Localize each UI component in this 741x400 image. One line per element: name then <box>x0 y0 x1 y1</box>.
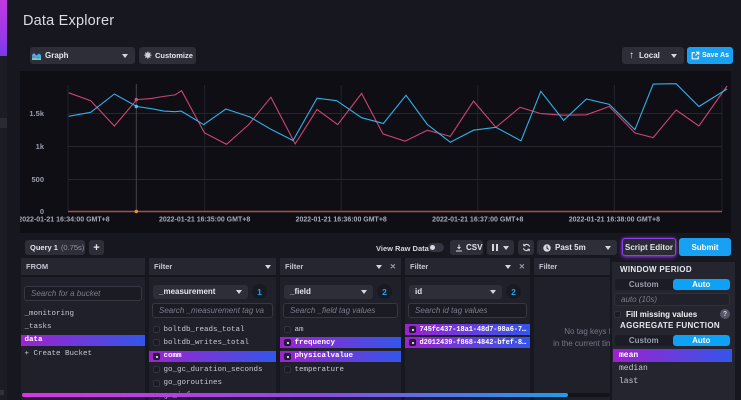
svg-text:1.5k: 1.5k <box>29 109 44 118</box>
svg-text:500: 500 <box>31 175 44 184</box>
svg-text:0: 0 <box>40 207 44 216</box>
svg-text:2022-01-21 16:34:00 GMT+8: 2022-01-21 16:34:00 GMT+8 <box>20 217 110 224</box>
svg-text:2022-01-21 16:37:00 GMT+8: 2022-01-21 16:37:00 GMT+8 <box>432 217 523 224</box>
svg-text:1k: 1k <box>36 142 45 151</box>
svg-text:2022-01-21 16:35:00 GMT+8: 2022-01-21 16:35:00 GMT+8 <box>159 217 250 224</box>
svg-text:2022-01-21 16:36:00 GMT+8: 2022-01-21 16:36:00 GMT+8 <box>296 217 387 224</box>
svg-text:2022-01-21 16:38:00 GMT+8: 2022-01-21 16:38:00 GMT+8 <box>569 217 660 224</box>
